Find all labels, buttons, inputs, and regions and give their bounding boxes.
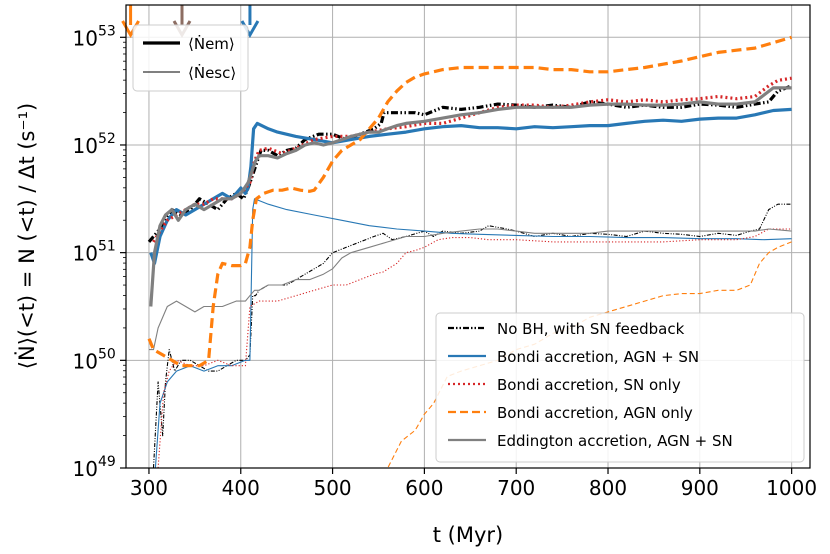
legend-label-0: No BH, with SN feedback	[497, 320, 685, 338]
y-tick-exponent: 53	[98, 23, 116, 39]
series-em-line-3	[147, 35, 793, 368]
y-tick-label: 10	[73, 242, 98, 266]
y-tick-exponent: 52	[98, 131, 116, 147]
x-tick-label: 700	[497, 476, 535, 500]
style-legend-label-0: ⟨Ṅem⟩	[188, 34, 235, 53]
style-legend: ⟨Ṅem⟩ ⟨Ṅesc⟩	[132, 24, 249, 92]
style-legend-label-1: ⟨Ṅesc⟩	[188, 63, 236, 82]
legend-label-4: Eddington accretion, AGN + SN	[497, 432, 733, 450]
x-axis-label: t (Myr)	[433, 523, 503, 547]
legend-label-3: Bondi accretion, AGN only	[497, 404, 693, 422]
y-tick-label: 10	[73, 349, 98, 373]
y-tick-exponent: 50	[98, 346, 116, 362]
legend-label-1: Bondi accretion, AGN + SN	[497, 348, 699, 366]
x-tick-label: 800	[589, 476, 627, 500]
y-tick-label: 10	[73, 134, 98, 158]
plot-frame	[125, 4, 811, 469]
series-layer	[147, 35, 793, 468]
x-tick-label: 300	[130, 476, 168, 500]
y-axis-label: ⟨Ṅ⟩(<t) = N (<t) / Δt (s⁻¹)	[14, 103, 39, 369]
x-tick-label: 1000	[766, 476, 817, 500]
legend-label-2: Bondi accretion, SN only	[497, 376, 681, 394]
series-em-line-4	[149, 86, 792, 307]
legend-frame	[435, 312, 805, 463]
series-em-line-1	[149, 107, 792, 265]
y-tick-label: 10	[73, 457, 98, 481]
x-tick-label: 400	[222, 476, 260, 500]
y-tick-label: 10	[73, 26, 98, 50]
series-esc-line-4	[149, 228, 792, 351]
y-tick-exponent: 51	[98, 239, 116, 255]
x-tick-label: 500	[313, 476, 351, 500]
x-ticks: 300 400 500 600 700 800 900 1000	[130, 468, 817, 500]
legend: No BH, with SN feedback Bondi accretion, …	[435, 312, 805, 463]
x-tick-label: 600	[405, 476, 443, 500]
series-esc-line-2	[157, 228, 792, 468]
series-esc-line-3	[213, 241, 792, 468]
x-tick-label: 900	[681, 476, 719, 500]
series-em-line-2	[152, 76, 792, 243]
y-tick-exponent: 49	[98, 454, 116, 470]
